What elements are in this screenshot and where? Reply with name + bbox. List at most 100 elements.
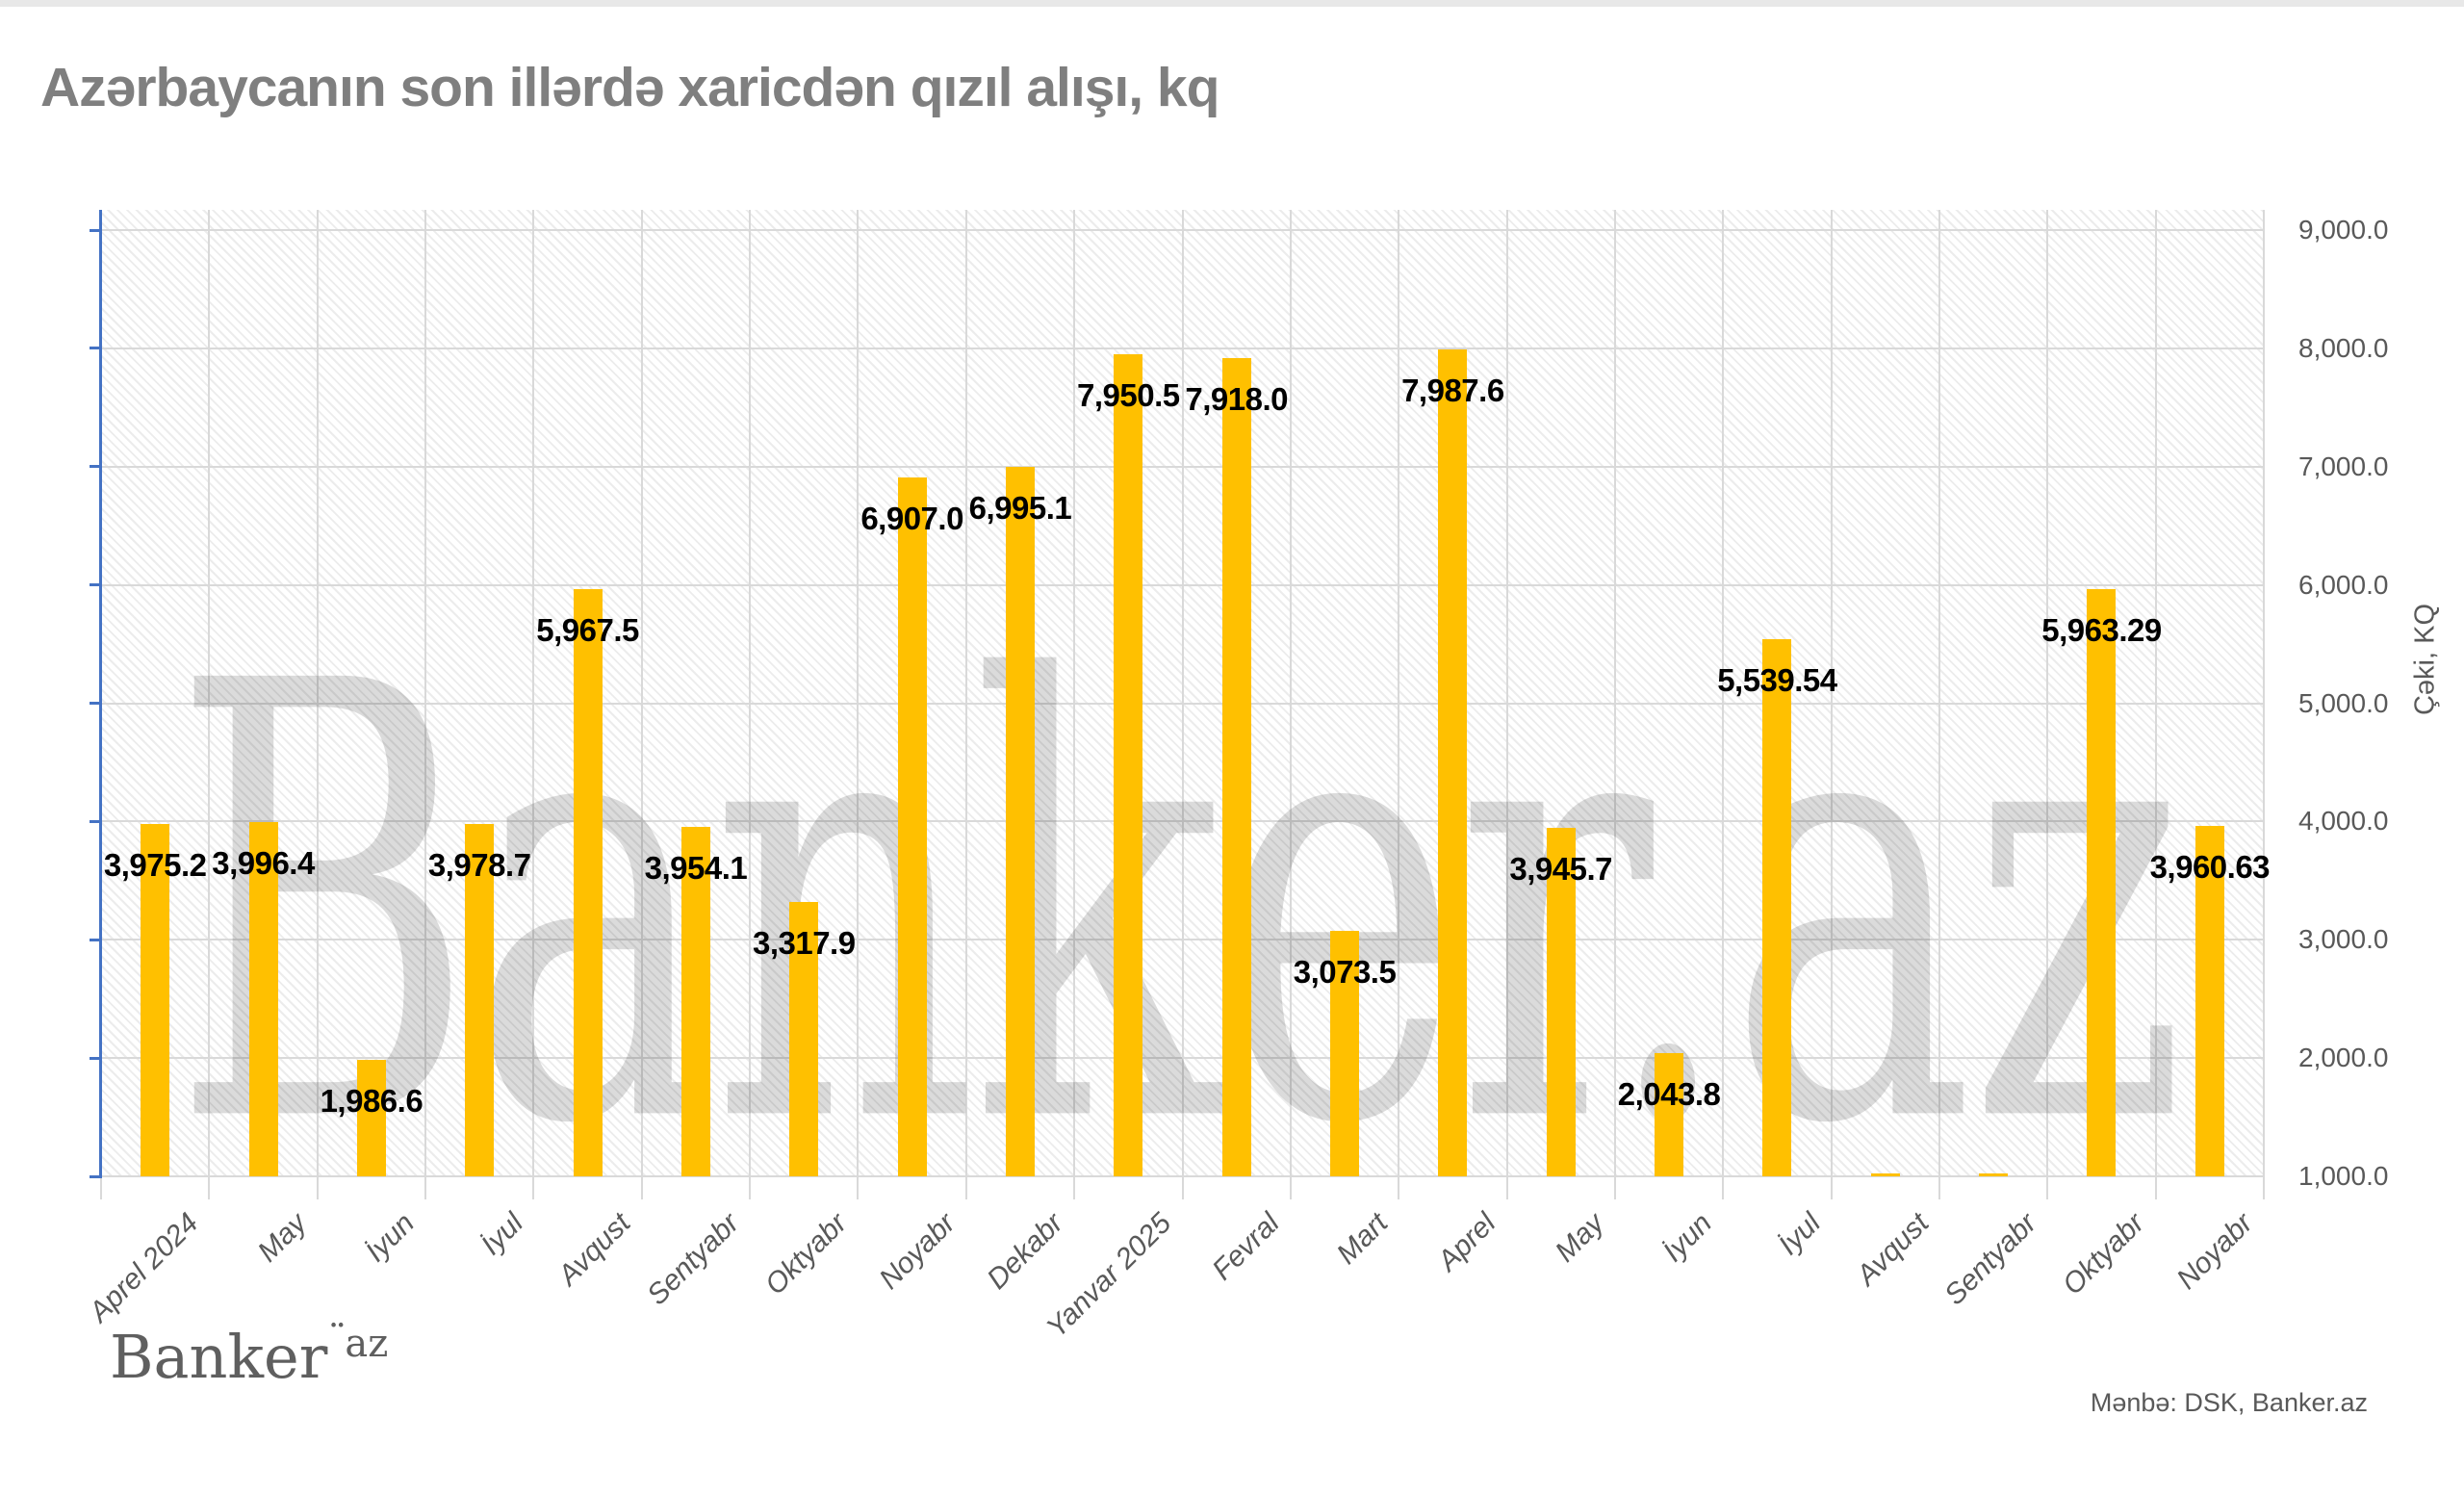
category-axis-tick (424, 1176, 427, 1199)
category-axis-tick (1073, 1176, 1076, 1199)
vertical-gridline (1073, 210, 1076, 1176)
value-axis-tick (90, 583, 100, 587)
category-axis-tick (2154, 1176, 2157, 1199)
value-axis-tick-label: 6,000.0 (2298, 569, 2389, 600)
bar-sentyabr (680, 827, 710, 1176)
bar-avqust (1870, 1173, 1900, 1176)
value-axis-tick (90, 1056, 100, 1060)
data-label: 7,950.5 (1077, 376, 1180, 413)
bar-may (1546, 828, 1576, 1176)
data-label: 6,907.0 (860, 501, 963, 537)
bar-fevral (1221, 357, 1251, 1176)
data-label: 1,986.6 (320, 1082, 424, 1119)
bar-i̇yul (1762, 639, 1792, 1176)
vertical-gridline (749, 210, 752, 1176)
category-axis-tick (1722, 1176, 1725, 1199)
watermark-banker-az: Banker.az (171, 557, 2187, 1256)
data-label: 2,043.8 (1617, 1075, 1721, 1112)
category-axis-tick (640, 1176, 643, 1199)
bar-i̇yun (1655, 1052, 1684, 1176)
category-axis-tick (1505, 1176, 1508, 1199)
value-axis-tick (90, 465, 100, 469)
bar-i̇yun (356, 1059, 386, 1176)
bar-oktyabr (789, 902, 819, 1176)
vertical-gridline (1505, 210, 1508, 1176)
category-axis-tick (857, 1176, 860, 1199)
bar-sentyabr (1979, 1173, 2009, 1176)
data-label: 5,967.5 (536, 611, 639, 648)
vertical-gridline (2263, 210, 2265, 1176)
value-axis-title: Çəki, KQ (2409, 603, 2441, 716)
bar-oktyabr (2087, 589, 2117, 1176)
vertical-gridline (208, 210, 211, 1176)
vertical-gridline (1830, 210, 1833, 1176)
bar-i̇yul (465, 823, 495, 1176)
vertical-gridline (857, 210, 860, 1176)
data-label: 3,945.7 (1509, 851, 1613, 888)
category-axis-tick (1938, 1176, 1940, 1199)
logo-suffix: az (345, 1322, 389, 1366)
chart-title: Azərbaycanın son illərdə xaricdən qızıl … (40, 57, 1219, 118)
logo-dots: ¨ (327, 1318, 346, 1362)
value-axis-tick-label: 7,000.0 (2298, 451, 2389, 481)
vertical-gridline (1181, 210, 1184, 1176)
vertical-gridline (1722, 210, 1725, 1176)
logo-main-text: Banker (110, 1322, 328, 1392)
category-axis-tick (1398, 1176, 1400, 1199)
banker-az-logo: Banker¨az (110, 1321, 388, 1387)
value-axis-tick (90, 347, 100, 350)
bar-noyabr (2194, 826, 2224, 1176)
category-axis-tick (1613, 1176, 1616, 1199)
vertical-gridline (640, 210, 643, 1176)
vertical-gridline (1398, 210, 1400, 1176)
value-axis-tick (90, 1174, 100, 1178)
data-label: 3,960.63 (2149, 849, 2271, 886)
vertical-gridline (1613, 210, 1616, 1176)
category-label: Noyabr (2170, 1207, 2260, 1296)
data-label: 5,963.29 (2041, 612, 2162, 649)
value-axis-tick-label: 5,000.0 (2298, 687, 2389, 718)
category-axis-tick (964, 1176, 967, 1199)
category-axis-tick (2263, 1176, 2265, 1199)
data-label: 6,995.1 (968, 490, 1072, 527)
vertical-gridline (2154, 210, 2157, 1176)
data-label: 3,317.9 (752, 925, 856, 962)
bar-aprel (1438, 349, 1468, 1176)
category-axis-tick (749, 1176, 752, 1199)
vertical-gridline (532, 210, 535, 1176)
bar-may (248, 821, 278, 1176)
data-label: 3,954.1 (644, 850, 748, 886)
vertical-gridline (1289, 210, 1292, 1176)
category-axis-tick (2046, 1176, 2049, 1199)
vertical-gridline (424, 210, 427, 1176)
bar-dekabr (1005, 467, 1035, 1176)
value-axis-tick-label: 9,000.0 (2298, 215, 2389, 245)
value-axis-tick-label: 4,000.0 (2298, 806, 2389, 837)
data-label: 7,918.0 (1185, 380, 1288, 417)
vertical-gridline (316, 210, 319, 1176)
category-axis-tick (1289, 1176, 1292, 1199)
vertical-gridline (1938, 210, 1940, 1176)
data-label: 3,978.7 (427, 846, 531, 883)
value-axis-line (99, 210, 102, 1178)
bar-yanvar-2025 (1114, 353, 1143, 1176)
category-axis-tick (316, 1176, 319, 1199)
category-axis-tick (1830, 1176, 1833, 1199)
category-axis-tick (100, 1176, 102, 1199)
data-label: 3,996.4 (212, 844, 315, 881)
category-axis-tick (1181, 1176, 1184, 1199)
vertical-gridline (964, 210, 967, 1176)
data-label: 3,975.2 (103, 847, 207, 884)
value-axis-tick (90, 819, 100, 823)
value-axis-tick-label: 3,000.0 (2298, 924, 2389, 955)
data-label: 7,987.6 (1401, 373, 1504, 409)
window-top-edge (0, 0, 2464, 7)
value-axis-tick-label: 8,000.0 (2298, 332, 2389, 363)
value-axis-tick (90, 228, 100, 232)
category-axis-tick (208, 1176, 211, 1199)
value-axis-tick-label: 2,000.0 (2298, 1043, 2389, 1073)
source-note: Mənbə: DSK, Banker.az (2090, 1388, 2368, 1417)
vertical-gridline (2046, 210, 2049, 1176)
category-label: Aprel 2024 (83, 1207, 205, 1328)
